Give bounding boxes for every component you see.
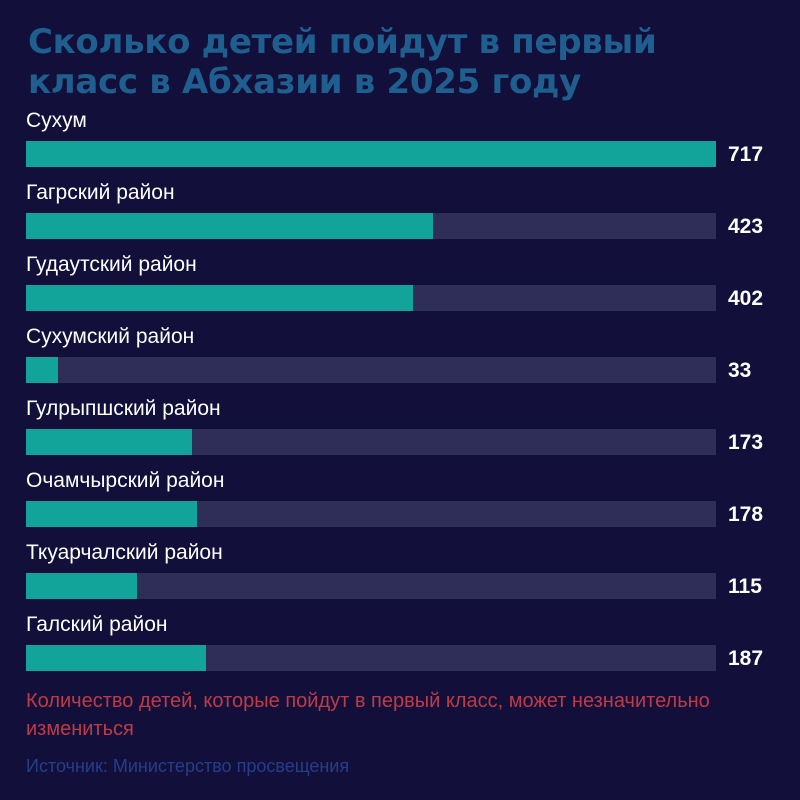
bar-label: Гудаутский район: [26, 253, 197, 276]
bar-track: [26, 645, 716, 671]
bar-value-label: 33: [728, 359, 752, 382]
bar-value-label: 402: [728, 287, 764, 310]
bar-value-label: 717: [728, 143, 764, 166]
bar: [26, 141, 716, 167]
bar-track: [26, 357, 716, 383]
bar-value-label: 115: [728, 575, 762, 598]
bar-label: Ткуарчалский район: [26, 541, 223, 564]
bar: [26, 573, 137, 599]
bar-value-label: 178: [728, 503, 764, 526]
bar-label: Сухумский район: [26, 325, 195, 348]
bar: [26, 285, 413, 311]
bar: [26, 645, 206, 671]
bar-track: [26, 285, 716, 311]
bar: [26, 357, 58, 383]
chart-note: Количество детей, которые пойдут в первы…: [26, 690, 710, 740]
bar-label: Очамчырский район: [26, 469, 225, 492]
bar: [26, 213, 434, 239]
chart-source: Источник: Министерство просвещения: [26, 756, 350, 776]
bar-label: Гагрский район: [26, 181, 175, 204]
bar-track: [26, 573, 716, 599]
chart-title: Сколько детей пойдут в первый класс в Аб…: [28, 22, 657, 102]
bar-value-label: 173: [728, 431, 764, 454]
bar-track: [26, 429, 716, 455]
bar-label: Сухум: [26, 109, 87, 132]
bar: [26, 429, 193, 455]
bar-label: Гулрыпшский район: [26, 397, 221, 420]
bar-track: [26, 501, 716, 527]
bar-value-label: 423: [728, 215, 764, 238]
bar-value-label: 187: [728, 647, 764, 670]
bar-track: [26, 141, 716, 167]
bar-track: [26, 213, 716, 239]
bar: [26, 501, 198, 527]
bar-label: Галский район: [26, 613, 168, 636]
